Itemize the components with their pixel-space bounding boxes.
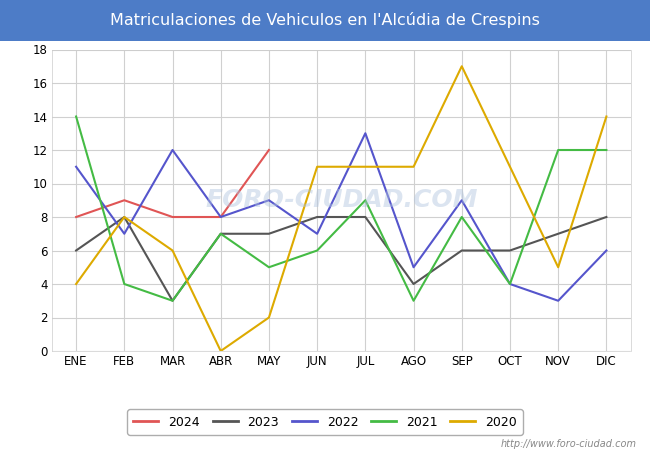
2021 bbox=[410, 298, 417, 303]
Line: 2020: 2020 bbox=[76, 66, 606, 351]
2021 bbox=[361, 198, 369, 203]
2020 bbox=[72, 281, 80, 287]
2024 bbox=[120, 198, 128, 203]
2021 bbox=[603, 147, 610, 153]
2020 bbox=[217, 348, 225, 354]
2022 bbox=[554, 298, 562, 303]
2022 bbox=[265, 198, 273, 203]
2020 bbox=[361, 164, 369, 170]
2021 bbox=[554, 147, 562, 153]
Legend: 2024, 2023, 2022, 2021, 2020: 2024, 2023, 2022, 2021, 2020 bbox=[127, 409, 523, 435]
Line: 2022: 2022 bbox=[76, 133, 606, 301]
Line: 2023: 2023 bbox=[76, 217, 606, 301]
2024 bbox=[72, 214, 80, 220]
2021 bbox=[217, 231, 225, 236]
2023 bbox=[458, 248, 465, 253]
2023 bbox=[361, 214, 369, 220]
2022 bbox=[361, 130, 369, 136]
2021 bbox=[168, 298, 176, 303]
2022 bbox=[72, 164, 80, 170]
2021 bbox=[506, 281, 514, 287]
Text: http://www.foro-ciudad.com: http://www.foro-ciudad.com bbox=[501, 439, 637, 449]
2021 bbox=[458, 214, 465, 220]
2022 bbox=[458, 198, 465, 203]
2020 bbox=[168, 248, 176, 253]
2023 bbox=[554, 231, 562, 236]
2023 bbox=[313, 214, 321, 220]
2023 bbox=[217, 231, 225, 236]
2022 bbox=[120, 231, 128, 236]
2020 bbox=[603, 114, 610, 119]
2020 bbox=[265, 315, 273, 320]
2022 bbox=[313, 231, 321, 236]
2023 bbox=[168, 298, 176, 303]
2023 bbox=[506, 248, 514, 253]
2024 bbox=[265, 147, 273, 153]
2020 bbox=[506, 164, 514, 170]
2020 bbox=[313, 164, 321, 170]
Text: FORO-CIUDAD.COM: FORO-CIUDAD.COM bbox=[205, 188, 478, 212]
2020 bbox=[554, 265, 562, 270]
2021 bbox=[120, 281, 128, 287]
2022 bbox=[603, 248, 610, 253]
2022 bbox=[168, 147, 176, 153]
Line: 2021: 2021 bbox=[76, 117, 606, 301]
2022 bbox=[217, 214, 225, 220]
2023 bbox=[410, 281, 417, 287]
2022 bbox=[410, 265, 417, 270]
Line: 2024: 2024 bbox=[76, 150, 269, 217]
Text: Matriculaciones de Vehiculos en l'Alcúdia de Crespins: Matriculaciones de Vehiculos en l'Alcúdi… bbox=[110, 12, 540, 28]
2020 bbox=[458, 63, 465, 69]
2020 bbox=[120, 214, 128, 220]
2020 bbox=[410, 164, 417, 170]
2024 bbox=[217, 214, 225, 220]
2021 bbox=[313, 248, 321, 253]
2024 bbox=[168, 214, 176, 220]
2021 bbox=[265, 265, 273, 270]
2023 bbox=[265, 231, 273, 236]
2023 bbox=[603, 214, 610, 220]
2023 bbox=[72, 248, 80, 253]
2022 bbox=[506, 281, 514, 287]
2021 bbox=[72, 114, 80, 119]
2023 bbox=[120, 214, 128, 220]
